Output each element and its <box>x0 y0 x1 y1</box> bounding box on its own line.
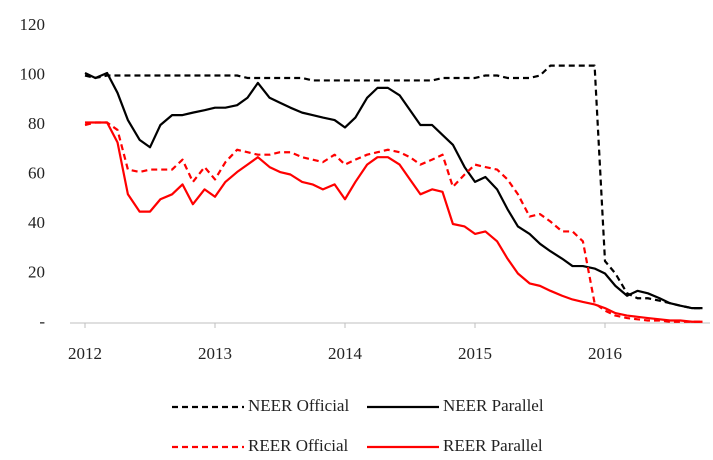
series-line <box>85 121 703 323</box>
legend-label: REER Parallel <box>443 436 543 455</box>
legend-label: NEER Official <box>248 396 349 415</box>
legend-label: NEER Parallel <box>443 396 544 415</box>
series-line <box>84 121 703 323</box>
x-tick-label: 2016 <box>588 344 622 363</box>
y-tick-label: - <box>39 312 45 331</box>
y-tick-label: 120 <box>20 15 46 34</box>
x-tick-label: 2015 <box>458 344 492 363</box>
y-tick-label: 100 <box>20 64 46 83</box>
series-line <box>84 64 703 310</box>
x-tick-label: 2014 <box>328 344 363 363</box>
x-tick-label: 2013 <box>198 344 232 363</box>
legend-label: REER Official <box>248 436 349 455</box>
y-tick-label: 20 <box>28 262 45 281</box>
y-tick-label: 40 <box>28 213 45 232</box>
series-line <box>84 71 703 310</box>
y-tick-label: 60 <box>28 163 45 182</box>
x-tick-label: 2012 <box>68 344 102 363</box>
y-tick-label: 80 <box>28 114 45 133</box>
